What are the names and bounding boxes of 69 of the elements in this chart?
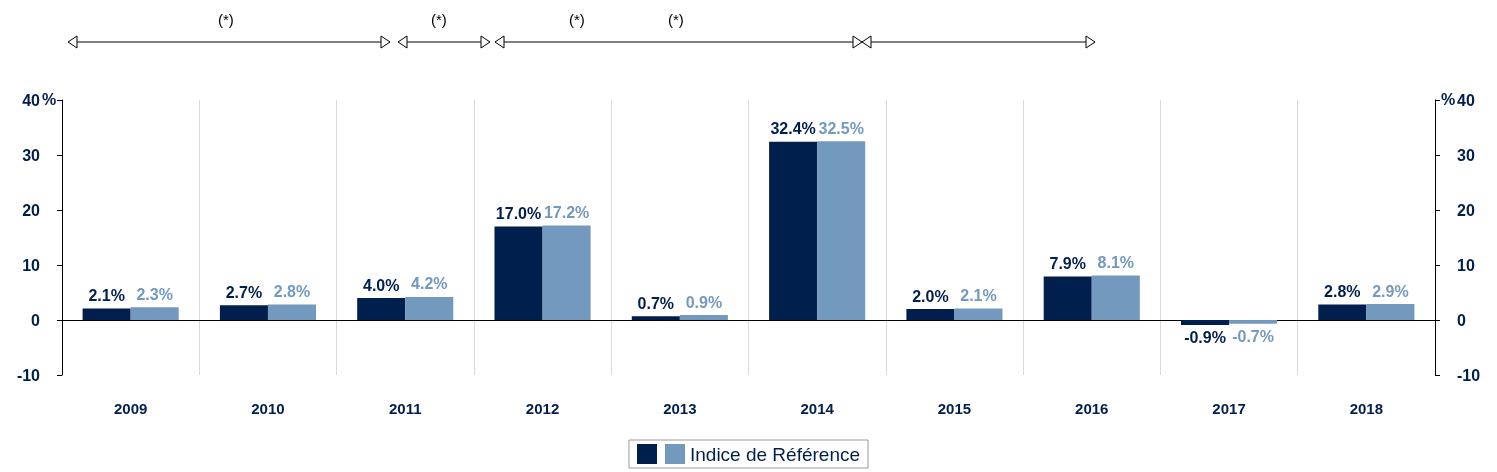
bar (817, 141, 866, 320)
data-label: 2.3% (136, 285, 173, 303)
bar (405, 296, 454, 320)
data-label: 32.5% (818, 119, 864, 137)
bar (1043, 276, 1092, 320)
data-label: 2.8% (1324, 283, 1361, 301)
bar (1366, 304, 1415, 320)
bar (679, 315, 728, 320)
bar (542, 225, 591, 320)
text: (*) (218, 11, 234, 28)
x-tick-label: 2009 (113, 400, 148, 417)
data-label: 17.0% (495, 205, 542, 222)
data-label: 0.9% (685, 293, 723, 311)
data-label: 2.8% (273, 283, 311, 301)
bar (357, 298, 406, 320)
bar (1091, 275, 1140, 320)
data-label: 2.1% (960, 286, 997, 304)
y-tick-label: 40 (22, 91, 41, 109)
y-tick-label: 0 (31, 311, 41, 329)
data-label: 0.7% (637, 294, 675, 312)
y2-tick-label: 10 (1457, 256, 1475, 274)
x-tick-label: 2016 (1075, 400, 1109, 417)
bar (906, 309, 955, 320)
data-label: -0.9% (1184, 329, 1226, 347)
x-tick-label: 2018 (1349, 400, 1384, 417)
y2-tick-label: 40 (1457, 91, 1475, 109)
y-tick-label: 20 (22, 201, 41, 219)
data-label: 8.1% (1097, 253, 1135, 271)
bar (130, 307, 179, 320)
bar (1180, 320, 1230, 325)
y-tick-label: -10 (16, 366, 41, 384)
bar (494, 226, 543, 320)
text: (*) (431, 11, 447, 28)
y-tick-label: 10 (22, 256, 41, 274)
y2-tick-label: 0 (1457, 311, 1466, 329)
y2-tick-label: 20 (1457, 201, 1475, 219)
data-label: 4.2% (411, 275, 448, 293)
bar (267, 304, 317, 320)
data-label: 2.7% (225, 283, 263, 301)
bar (954, 308, 1003, 320)
x-tick-label: 2015 (937, 400, 972, 417)
data-label: 2.9% (1372, 282, 1409, 300)
y-axis-title: % (42, 90, 57, 108)
x-tick-label: 2010 (251, 400, 285, 417)
y2-tick-label: 30 (1457, 146, 1475, 164)
bar (769, 141, 818, 320)
x-tick-label: 2014 (800, 400, 835, 417)
bar (219, 305, 268, 320)
x-tick-label: 2013 (663, 400, 697, 417)
x-tick-label: 2012 (525, 400, 560, 417)
bar (82, 308, 131, 320)
x-tick-label: 2011 (388, 400, 422, 417)
text: (*) (668, 11, 684, 28)
data-label: 32.4% (770, 120, 816, 138)
data-label: 17.2% (543, 203, 590, 221)
text: (*) (569, 11, 585, 28)
bar (1318, 304, 1367, 320)
data-label: 7.9% (1049, 255, 1086, 273)
y2-tick-label: -10 (1457, 366, 1481, 384)
data-label: 4.0% (362, 276, 400, 294)
legend-label: Indice de Référence (689, 443, 861, 465)
bar (631, 316, 680, 320)
data-label: -0.7% (1232, 328, 1274, 346)
y-tick-label: 30 (22, 146, 41, 164)
y2-axis-title: % (1441, 90, 1456, 108)
x-tick-label: 2017 (1212, 400, 1246, 417)
data-label: 2.1% (88, 286, 125, 304)
bar (1229, 320, 1278, 324)
data-label: 2.0% (912, 287, 949, 305)
